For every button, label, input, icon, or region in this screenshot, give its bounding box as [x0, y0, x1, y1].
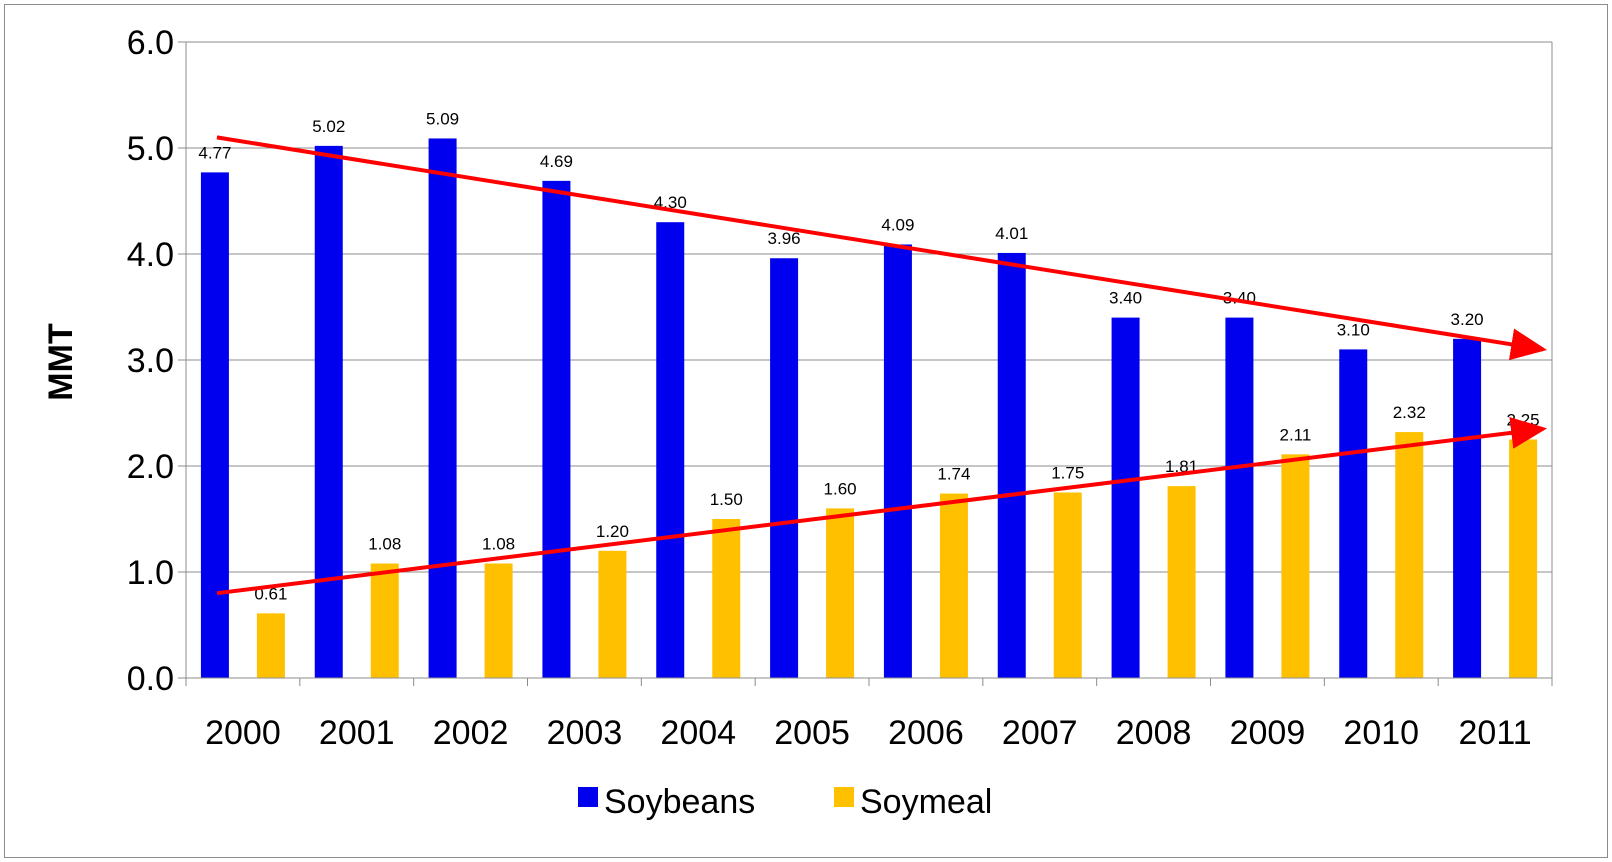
bar-soybeans	[542, 180, 571, 679]
x-tick-label: 2005	[774, 714, 850, 752]
x-tick-label: 2006	[888, 714, 964, 752]
bar-soymeal	[598, 550, 627, 678]
x-tick-label: 2011	[1459, 714, 1532, 752]
x-tick-label: 2009	[1230, 714, 1306, 752]
bar-soymeal	[1509, 439, 1538, 678]
y-tick-label: 4.0	[127, 236, 174, 274]
bar-soymeal	[1395, 432, 1424, 678]
bar-soymeal	[1167, 486, 1196, 678]
bar-soymeal	[712, 519, 741, 678]
data-label-soybeans: 3.96	[768, 229, 801, 248]
y-tick-label: 3.0	[127, 342, 174, 380]
legend-label-soymeal: Soymeal	[860, 783, 992, 821]
bar-soymeal	[370, 563, 399, 678]
data-label-soymeal: 1.50	[710, 490, 743, 509]
bar-soymeal	[256, 613, 285, 678]
bar-soybeans	[770, 258, 799, 678]
data-label-soybeans: 4.69	[540, 152, 573, 171]
bar-soybeans	[1453, 338, 1482, 678]
bar-soybeans	[1339, 349, 1368, 678]
data-label-soymeal: 1.75	[1051, 464, 1084, 483]
gridlines	[186, 41, 1553, 678]
bar-soybeans	[1225, 317, 1254, 678]
data-label-soymeal: 1.74	[937, 465, 970, 484]
x-tick-label: 2001	[319, 714, 395, 752]
y-tick-label: 2.0	[127, 448, 174, 486]
x-tick-label: 2007	[1002, 714, 1078, 752]
x-tick-label: 2008	[1116, 714, 1192, 752]
data-label-soymeal: 1.08	[368, 535, 401, 554]
legend: Soybeans Soymeal	[578, 783, 992, 821]
bar-soymeal	[484, 563, 513, 678]
bar-soybeans	[997, 252, 1026, 678]
axes: 0.0 1.0 2.0 3.0 4.0 5.0 6.0 2000 2001 2002 2003 200…	[127, 24, 1553, 752]
bar-soymeal	[939, 493, 968, 678]
data-label-soymeal: 1.60	[824, 479, 857, 498]
trend-arrow-soybeans	[216, 135, 1548, 361]
bar-soybeans	[883, 244, 912, 678]
bar-soymeal	[826, 508, 855, 678]
x-tick-label: 2000	[205, 714, 281, 752]
bar-soybeans	[314, 145, 343, 678]
bar-soybeans	[428, 138, 457, 678]
bar-soybeans	[200, 172, 229, 678]
data-label-soybeans: 4.01	[995, 224, 1028, 243]
bars	[200, 138, 1538, 679]
data-label-soymeal: 1.08	[482, 535, 515, 554]
data-label-soymeal: 2.11	[1280, 425, 1312, 444]
legend-swatch-soymeal	[834, 787, 854, 807]
y-tick-label: 5.0	[127, 130, 174, 168]
legend-label-soybeans: Soybeans	[604, 783, 755, 821]
x-tick-label: 2010	[1343, 714, 1419, 752]
data-label-soybeans: 5.09	[426, 109, 459, 128]
x-tick-label: 2002	[433, 714, 509, 752]
y-tick-label: 1.0	[127, 554, 174, 592]
bar-soymeal	[1281, 454, 1310, 678]
data-label-soybeans: 3.40	[1109, 289, 1142, 308]
bar-soybeans	[656, 222, 685, 678]
data-labels: 4.775.02 5.094.694.303.964.09 4.013.40 3.40…	[198, 109, 1539, 603]
bar-soybeans	[1111, 317, 1140, 678]
data-label-soybeans: 4.77	[198, 143, 231, 162]
data-label-soymeal: 2.25	[1507, 411, 1540, 430]
y-tick-label: 6.0	[127, 24, 174, 62]
y-tick-label: 0.0	[127, 660, 174, 698]
data-label-soybeans: 4.09	[881, 215, 914, 234]
data-label-soymeal: 2.32	[1393, 403, 1426, 422]
data-label-soymeal: 1.20	[596, 522, 629, 541]
legend-swatch-soybeans	[578, 787, 598, 807]
data-label-soybeans: 5.02	[312, 117, 345, 136]
x-tick-label: 2004	[660, 714, 736, 752]
data-label-soybeans: 3.10	[1337, 320, 1370, 339]
trend-arrow-soymeal	[216, 416, 1548, 596]
trend-arrows	[216, 135, 1548, 596]
y-axis-title: MMT	[42, 323, 80, 401]
x-tick-label: 2003	[547, 714, 623, 752]
data-label-soybeans: 3.20	[1451, 310, 1484, 329]
bar-soymeal	[1053, 492, 1082, 678]
